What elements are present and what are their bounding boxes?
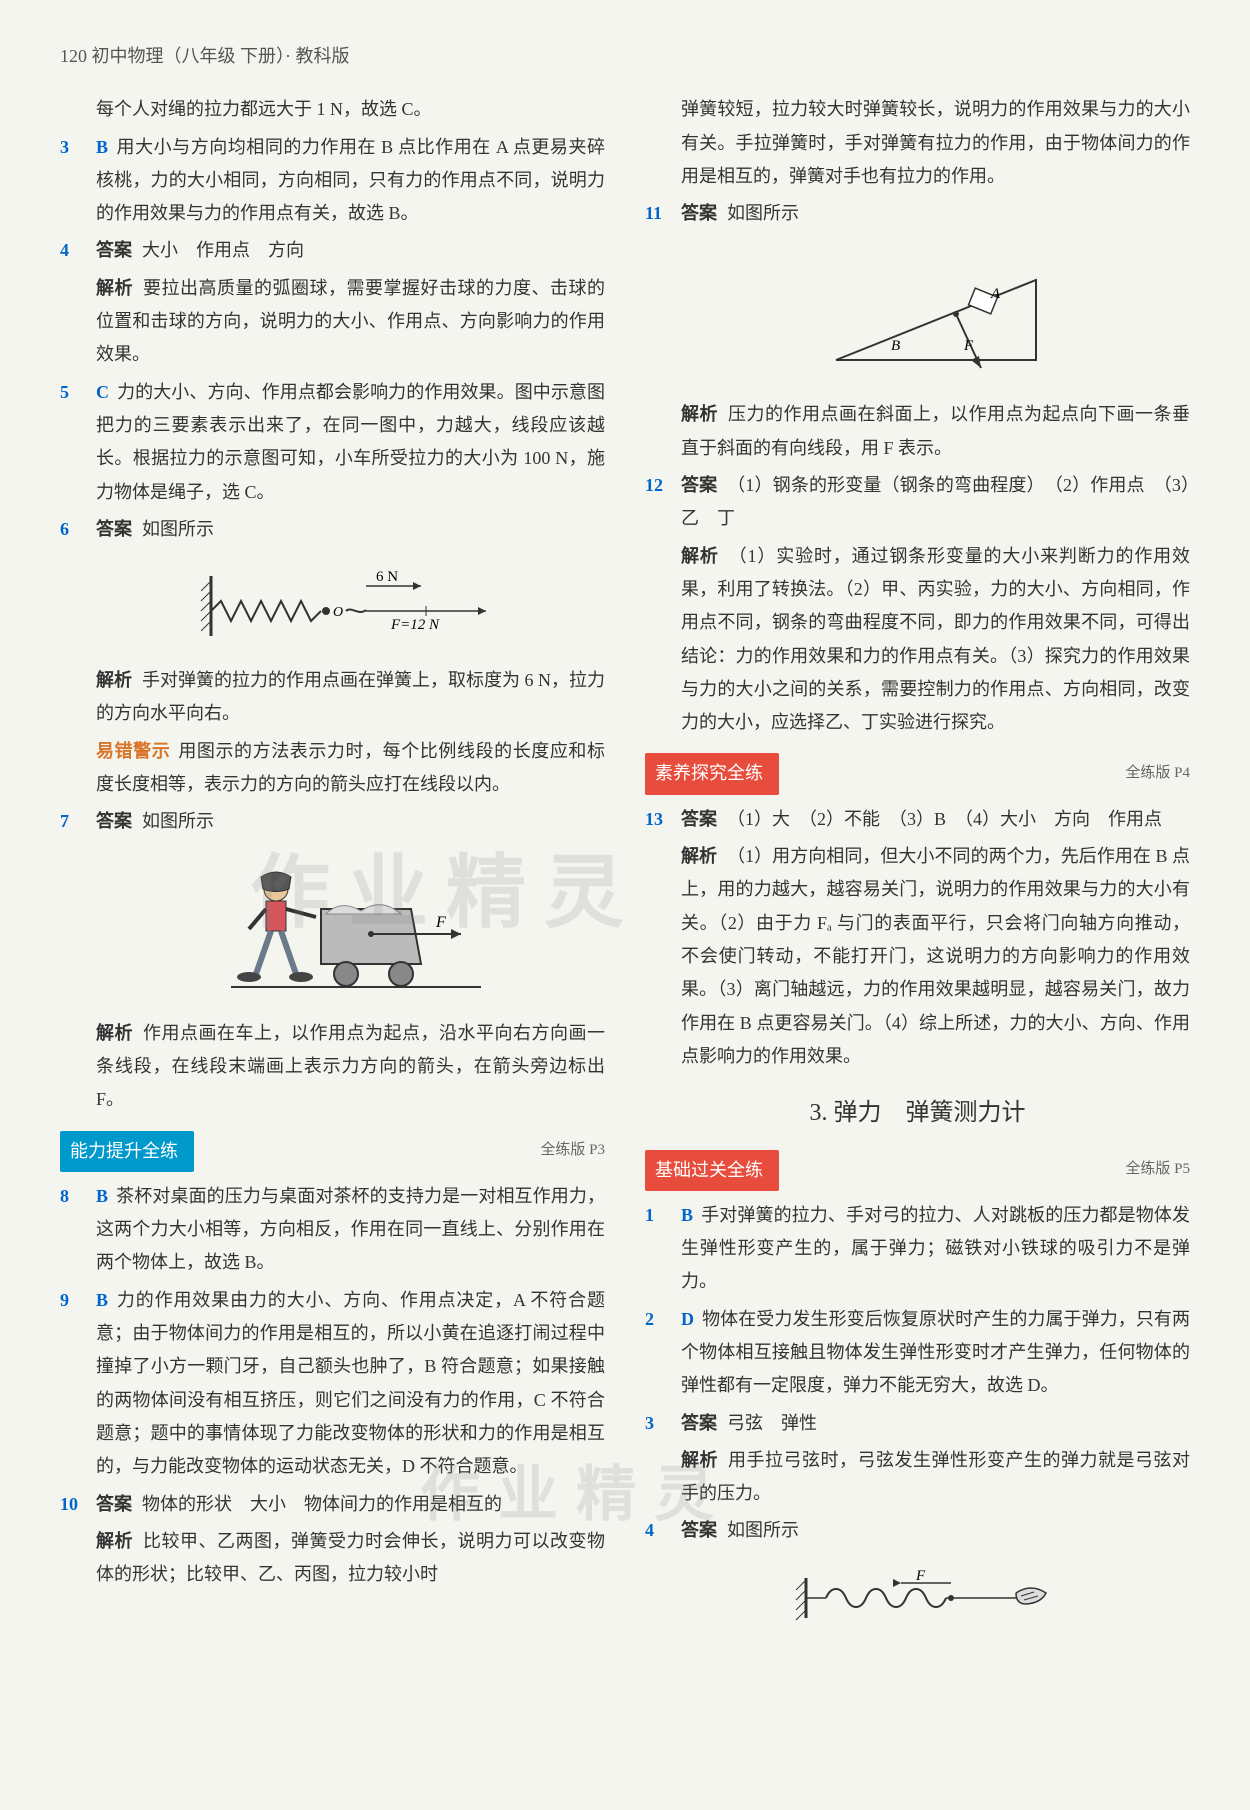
page-header: 120 初中物理（八年级 下册）· 教科版 [60,40,1190,73]
question-3: 3 B用大小与方向均相同的力作用在 B 点比作用在 A 点更易夹碎核桃，力的大小… [60,131,605,231]
banner-suyang: 素养探究全练 全练版 P4 [645,753,1190,794]
svg-text:6 N: 6 N [376,569,398,585]
q12-explanation: 解析（1）实验时，通过钢条形变量的大小来判断力的作用效果，利用了转换法。（2）甲… [645,540,1190,740]
svg-text:F: F [963,338,974,354]
qnum: 3 [60,131,96,231]
question-7: 7 答案如图所示 [60,805,605,838]
qnum: 7 [60,805,96,838]
r4-diagram: F [681,1560,1190,1636]
r-question-3: 3 答案弓弦 弹性 [645,1407,1190,1440]
section-title: 3. 弹力 弹簧测力计 [645,1091,1190,1135]
q13-explanation: 解析（1）用方向相同，但大小不同的两个力，先后作用在 B 点上，用的力越大，越容… [645,840,1190,1073]
banner-ability: 能力提升全练 全练版 P3 [60,1131,605,1172]
svg-text:F: F [435,914,446,931]
qnum: 4 [60,234,96,267]
explanation: 力的大小、方向、作用点都会影响力的作用效果。图中示意图把力的三要素表示出来了，在… [96,382,605,502]
explanation: 用大小与方向均相同的力作用在 B 点比作用在 A 点更易夹碎核桃，力的大小相同，… [96,137,605,224]
question-6: 6 答案如图所示 [60,513,605,546]
question-9: 9 B力的作用效果由力的大小、方向、作用点决定，A 不符合题意；由于物体间力的作… [60,1284,605,1484]
question-11: 11 答案如图所示 [645,197,1190,230]
answer-letter: C [96,382,109,402]
banner-label: 基础过关全练 [645,1150,779,1191]
question-4: 4 答案大小 作用点 方向 [60,234,605,267]
q6-explanation: 解析手对弹簧的拉力的作用点画在弹簧上，取标度为 6 N，拉力的方向水平向右。 [60,664,605,731]
q11-explanation: 解析压力的作用点画在斜面上，以作用点为起点向下画一条垂直于斜面的有向线段，用 F… [645,398,1190,465]
banner-label: 能力提升全练 [60,1131,194,1172]
r-question-2: 2 D物体在受力发生形变后恢复原状时产生的力属于弹力，只有两个物体相互接触且物体… [645,1303,1190,1403]
q11-diagram: A B F [681,242,1190,388]
svg-text:F: F [915,1568,926,1584]
question-5: 5 C力的大小、方向、作用点都会影响力的作用效果。图中示意图把力的三要素表示出来… [60,376,605,509]
qnum: 6 [60,513,96,546]
q4-explanation: 解析要拉出高质量的弧圈球，需要掌握好击球的力度、击球的位置和击球的方向，说明力的… [60,272,605,372]
two-column-layout: 每个人对绳的拉力都远大于 1 N，故选 C。 3 B用大小与方向均相同的力作用在… [60,93,1190,1645]
right-column: 弹簧较短，拉力较大时弹簧较长，说明力的作用效果与力的大小有关。手拉弹簧时，手对弹… [645,93,1190,1645]
question-8: 8 B茶杯对桌面的压力与桌面对茶杯的支持力是一对相互作用力，这两个力大小相等，方… [60,1180,605,1280]
r3-explanation: 解析用手拉弓弦时，弓弦发生弹性形变产生的弹力就是弓弦对手的压力。 [645,1444,1190,1511]
svg-text:F=12 N: F=12 N [390,617,440,633]
r-question-1: 1 B手对弹簧的拉力、手对弓的拉力、人对跳板的压力都是物体发生弹性形变产生的，属… [645,1199,1190,1299]
tip-label: 易错警示 [96,741,170,761]
banner-label: 素养探究全练 [645,753,779,794]
banner-ref: 全练版 P4 [1125,760,1190,788]
r-question-4: 4 答案如图所示 [645,1514,1190,1547]
q7-explanation: 解析作用点画在车上，以作用点为起点，沿水平向右方向画一条线段，在线段末端画上表示… [60,1017,605,1117]
question-13: 13 答案（1）大 （2）不能 （3）B （4）大小 方向 作用点 [645,803,1190,836]
answer-label: 答案 [96,240,132,260]
qnum: 5 [60,376,96,509]
banner-basic: 基础过关全练 全练版 P5 [645,1150,1190,1191]
answer-text: 大小 作用点 方向 [142,240,304,260]
question-10: 10 答案物体的形状 大小 物体间力的作用是相互的 [60,1488,605,1521]
answer-label: 答案 [96,519,132,539]
answer-letter: B [96,137,108,157]
q6-tip: 易错警示用图示的方法表示力时，每个比例线段的长度应和标度长度相等，表示力的方向的… [60,735,605,802]
text-line: 每个人对绳的拉力都远大于 1 N，故选 C。 [60,93,605,126]
text-line: 弹簧较短，拉力较大时弹簧较长，说明力的作用效果与力的大小有关。手拉弹簧时，手对弹… [645,93,1190,193]
left-column: 每个人对绳的拉力都远大于 1 N，故选 C。 3 B用大小与方向均相同的力作用在… [60,93,605,1645]
q10-explanation: 解析比较甲、乙两图，弹簧受力时会伸长，说明力可以改变物体的形状；比较甲、乙、丙图… [60,1525,605,1592]
banner-ref: 全练版 P5 [1125,1156,1190,1184]
svg-text:A: A [990,286,1001,302]
banner-ref: 全练版 P3 [540,1137,605,1165]
question-12: 12 答案（1）钢条的形变量（钢条的弯曲程度） （2）作用点 （3）乙 丁 [645,469,1190,536]
q7-diagram: F [96,851,605,1007]
q6-diagram: O 6 N F=12 N [96,558,605,654]
svg-text:O: O [333,605,343,620]
exp-label: 解析 [96,278,133,298]
svg-text:B: B [891,338,900,354]
